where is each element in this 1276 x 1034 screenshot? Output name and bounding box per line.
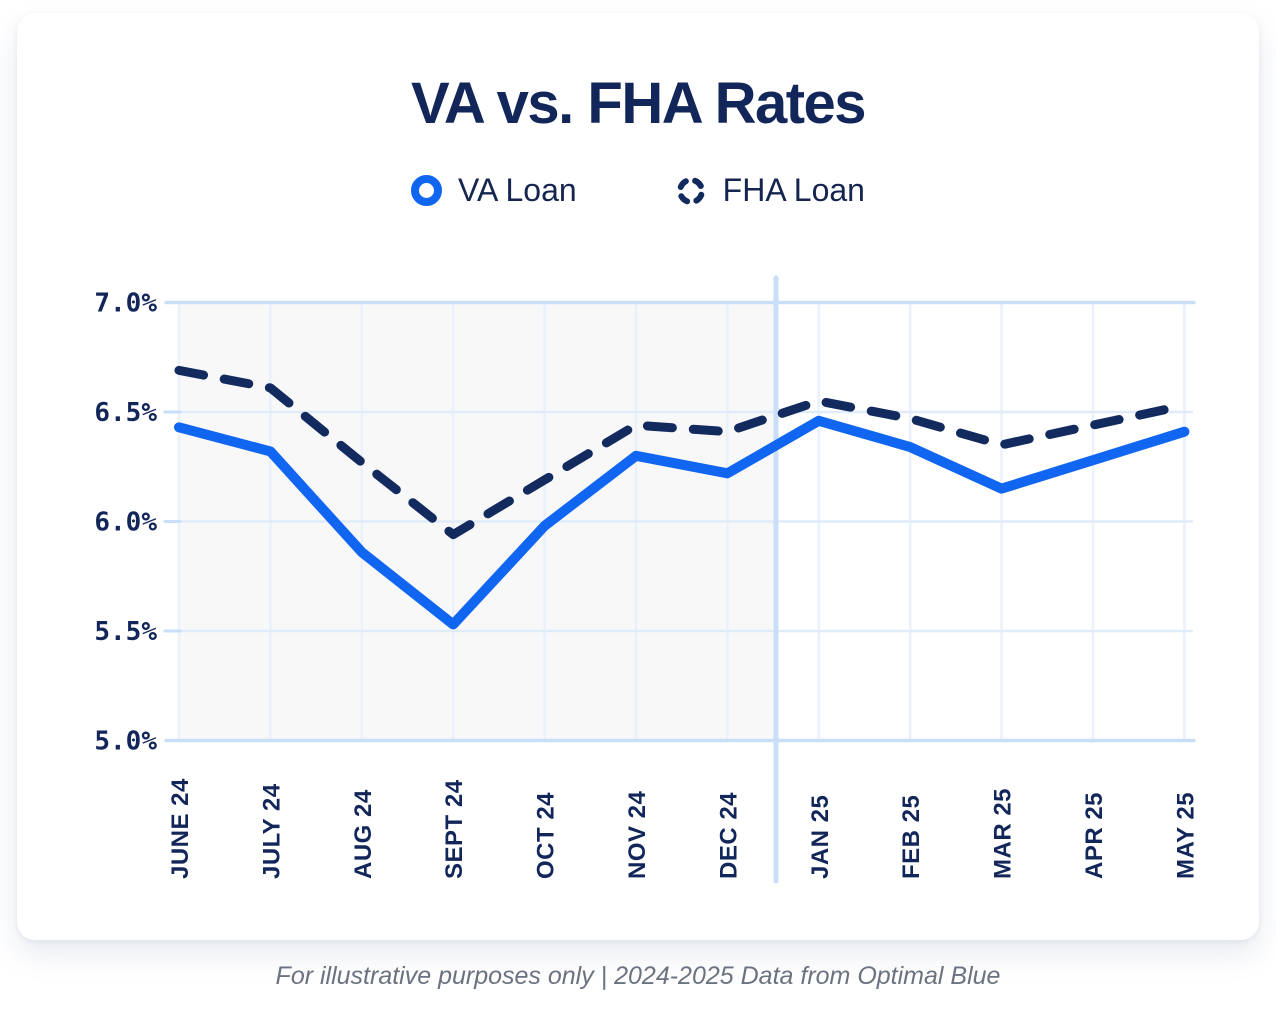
legend-item-fha-loan: FHA Loan bbox=[675, 172, 865, 209]
chart-legend: VA Loan FHA Loan bbox=[0, 172, 1276, 209]
page-title: VA vs. FHA Rates bbox=[410, 71, 867, 136]
footer-note: For illustrative purposes only | 2024-20… bbox=[275, 962, 1001, 990]
legend-label-va: VA Loan bbox=[458, 172, 577, 208]
legend-item-va-loan: VA Loan bbox=[411, 172, 577, 209]
solid-ring-icon bbox=[411, 175, 443, 206]
dashed-ring-icon bbox=[676, 176, 705, 205]
legend-label-fha: FHA Loan bbox=[722, 172, 865, 208]
chart-card bbox=[17, 13, 1259, 940]
